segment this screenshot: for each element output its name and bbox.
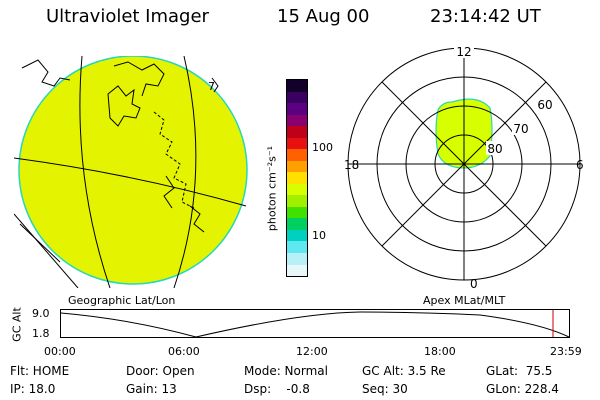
- colorbar-segment: [287, 241, 307, 253]
- instrument-title: Ultraviolet Imager: [46, 6, 209, 27]
- orbit-tick-0600: 06:00: [168, 345, 200, 358]
- mlat-label-60: 60: [537, 98, 552, 112]
- intensity-colorbar: [286, 79, 308, 277]
- mlt-label-18: 18: [344, 158, 359, 172]
- status-door: Door: Open: [126, 364, 195, 378]
- polar-panel-label: Apex MLat/MLT: [423, 294, 506, 307]
- colorbar-segment: [287, 229, 307, 242]
- colorbar-segment: [287, 252, 307, 265]
- polar-plot: 12 0 18 6 60 70 80: [344, 44, 584, 291]
- orbit-tick-1200: 12:00: [296, 345, 328, 358]
- status-glon: GLon: 228.4: [486, 382, 559, 396]
- status-seq: Seq: 30: [362, 382, 408, 396]
- colorbar-unit-label: photon cm⁻²s⁻¹: [265, 145, 279, 232]
- status-gain: Gain: 13: [126, 382, 177, 396]
- observation-date: 15 Aug 00: [277, 6, 370, 27]
- mlat-label-70: 70: [513, 122, 528, 136]
- orbit-ymin-label: 1.8: [32, 327, 50, 340]
- colorbar-segment: [287, 264, 307, 277]
- colorbar-segment: [287, 91, 307, 104]
- status-gc-alt: GC Alt: 3.5 Re: [362, 364, 446, 378]
- mlat-label-80: 80: [487, 142, 502, 156]
- mlt-label-12: 12: [456, 45, 471, 59]
- colorbar-segment: [287, 218, 307, 230]
- status-mode: Mode: Normal: [244, 364, 328, 378]
- colorbar-segment: [287, 137, 307, 150]
- colorbar-segment: [287, 114, 307, 127]
- orbit-tick-1800: 18:00: [424, 345, 456, 358]
- colorbar-segment: [287, 80, 307, 92]
- colorbar-segment: [287, 103, 307, 115]
- colorbar-segment: [287, 195, 307, 207]
- status-dsp: Dsp: -0.8: [244, 382, 310, 396]
- status-ip: IP: 18.0: [10, 382, 56, 396]
- colorbar-segment: [287, 183, 307, 196]
- orbit-tick-2359: 23:59: [550, 345, 582, 358]
- colorbar-segment: [287, 160, 307, 173]
- colorbar-segment: [287, 172, 307, 184]
- status-flt: Flt: HOME: [10, 364, 70, 378]
- colorbar-segment: [287, 149, 307, 161]
- orbit-ymax-label: 9.0: [32, 307, 50, 320]
- observation-time: 23:14:42 UT: [430, 6, 541, 27]
- orbit-ylabel: GC Alt: [10, 307, 24, 342]
- mlt-label-6: 6: [576, 158, 584, 172]
- globe-image: [14, 56, 248, 288]
- colorbar-tick-10: 10: [312, 229, 326, 242]
- colorbar-segment: [287, 206, 307, 219]
- status-glat: GLat: 75.5: [486, 364, 553, 378]
- orbit-tick-0000: 00:00: [44, 345, 76, 358]
- colorbar-tick-100: 100: [312, 141, 333, 154]
- meridian-label: 7: [208, 80, 215, 93]
- globe-panel-label: Geographic Lat/Lon: [68, 294, 176, 307]
- colorbar-segment: [287, 126, 307, 138]
- mlt-label-0: 0: [470, 277, 478, 291]
- orbit-altitude-plot: [60, 309, 570, 338]
